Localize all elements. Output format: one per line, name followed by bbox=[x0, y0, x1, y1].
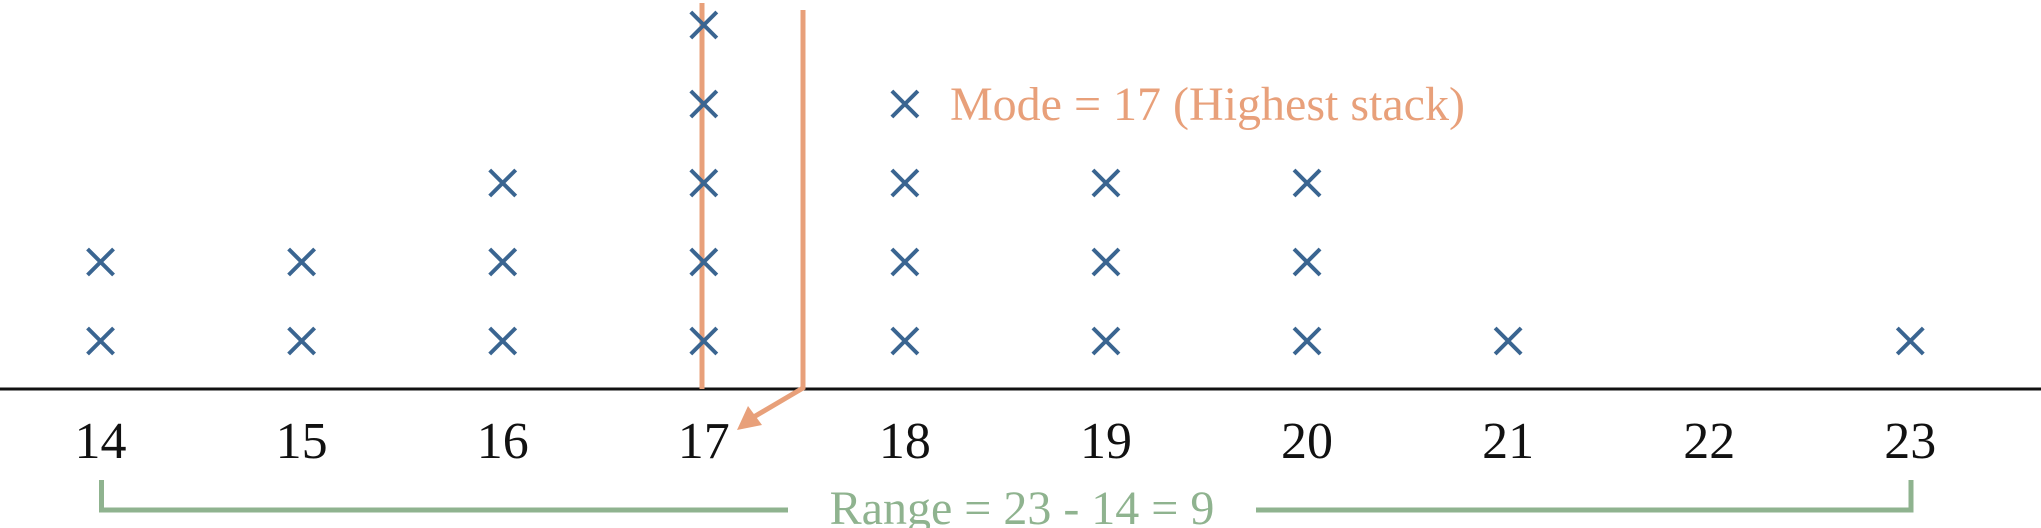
dot-stack bbox=[689, 10, 719, 356]
x-mark bbox=[1091, 326, 1121, 356]
x-mark bbox=[1091, 168, 1121, 198]
x-tick-label: 14 bbox=[75, 413, 127, 470]
dot-stack bbox=[488, 168, 518, 356]
x-mark bbox=[890, 168, 920, 198]
mode-annotation: Mode = 17 (Highest stack) bbox=[950, 78, 1465, 131]
dot-stack bbox=[1091, 168, 1121, 356]
x-mark bbox=[890, 89, 920, 119]
x-mark bbox=[287, 247, 317, 277]
x-tick-label: 15 bbox=[276, 413, 328, 470]
x-mark bbox=[1292, 168, 1322, 198]
x-mark bbox=[488, 326, 518, 356]
x-mark bbox=[86, 326, 115, 356]
dot-stack bbox=[1895, 326, 1925, 356]
x-mark bbox=[689, 10, 719, 40]
dot-stack bbox=[86, 247, 115, 356]
x-tick-label: 22 bbox=[1683, 413, 1735, 470]
x-mark bbox=[689, 89, 719, 119]
x-mark bbox=[86, 247, 115, 277]
x-mark bbox=[488, 168, 518, 198]
mode-arrow bbox=[750, 10, 806, 421]
x-tick-label: 20 bbox=[1281, 413, 1333, 470]
x-tick-label: 21 bbox=[1482, 413, 1534, 470]
dot-stack bbox=[287, 247, 317, 356]
x-mark bbox=[1493, 326, 1523, 356]
x-mark bbox=[890, 326, 920, 356]
x-tick-label: 19 bbox=[1080, 413, 1132, 470]
x-mark bbox=[1895, 326, 1925, 356]
x-mark bbox=[1292, 247, 1322, 277]
x-tick-label: 23 bbox=[1884, 413, 1936, 470]
dot-stack bbox=[1292, 168, 1322, 356]
dot-stack bbox=[890, 89, 920, 356]
x-mark bbox=[890, 247, 920, 277]
x-tick-label: 16 bbox=[477, 413, 529, 470]
x-mark bbox=[1091, 247, 1121, 277]
range-bracket-right bbox=[1256, 480, 1914, 513]
x-tick-label: 18 bbox=[879, 413, 931, 470]
range-bracket-left bbox=[99, 480, 788, 513]
x-mark bbox=[689, 326, 719, 356]
mode-arrow-head bbox=[737, 406, 762, 430]
x-mark bbox=[1292, 326, 1322, 356]
x-mark bbox=[689, 168, 719, 198]
range-annotation: Range = 23 - 14 = 9 bbox=[830, 482, 1215, 528]
x-mark bbox=[689, 247, 719, 277]
x-mark bbox=[488, 247, 518, 277]
x-mark bbox=[287, 326, 317, 356]
dot-stack bbox=[1493, 326, 1523, 356]
x-tick-label: 17 bbox=[678, 413, 730, 470]
